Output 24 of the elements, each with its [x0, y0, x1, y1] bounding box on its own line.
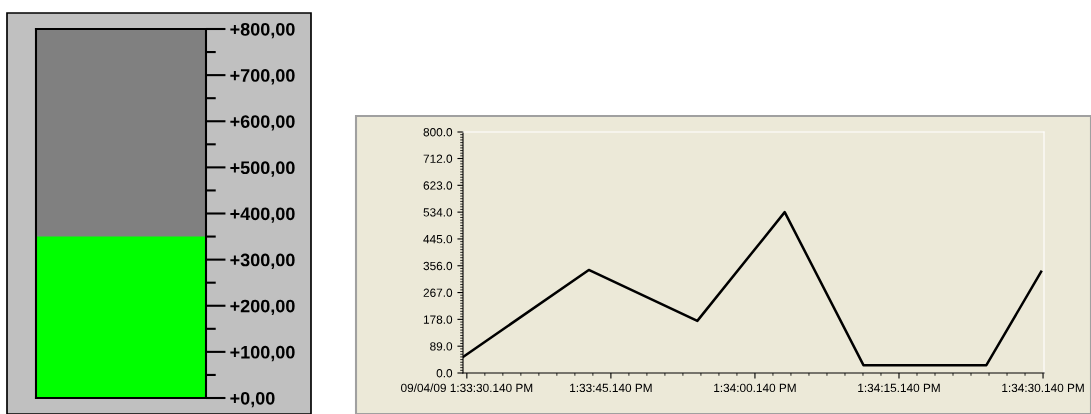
y-tick-label: 623.0 — [423, 181, 453, 190]
x-tick-label: 1:34:00.140 PM — [714, 383, 796, 393]
y-tick-label: 267.0 — [423, 288, 453, 297]
y-tick-label: 534.0 — [423, 208, 453, 217]
y-tick-label: +700,00 — [230, 69, 295, 85]
y-tick-label: +400,00 — [230, 207, 295, 223]
x-tick-label: 1:34:30.140 PM — [1002, 383, 1084, 393]
y-tick-label: +200,00 — [230, 299, 295, 316]
y-tick-label: +0,00 — [230, 391, 275, 408]
y-tick-label: +100,00 — [230, 345, 295, 362]
y-tick-label: 800.0 — [423, 128, 453, 137]
y-tick-label: 178.0 — [423, 315, 453, 324]
y-tick-label: 356.0 — [423, 261, 453, 271]
y-tick-label: 0.0 — [436, 369, 453, 378]
y-tick-label: +300,00 — [230, 253, 295, 269]
x-tick-label: 1:33:45.140 PM — [570, 383, 652, 393]
y-tick-label: +500,00 — [230, 161, 295, 177]
y-tick-label: +800,00 — [230, 22, 295, 39]
y-tick-label: 89.0 — [430, 342, 453, 351]
x-tick-label: 1:34:15.140 PM — [858, 383, 940, 393]
x-tick-label: 09/04/09 1:33:30.140 PM — [401, 383, 533, 393]
y-tick-label: 445.0 — [423, 234, 453, 244]
y-tick-label: +600,00 — [230, 115, 295, 131]
y-tick-label: 712.0 — [423, 154, 453, 163]
